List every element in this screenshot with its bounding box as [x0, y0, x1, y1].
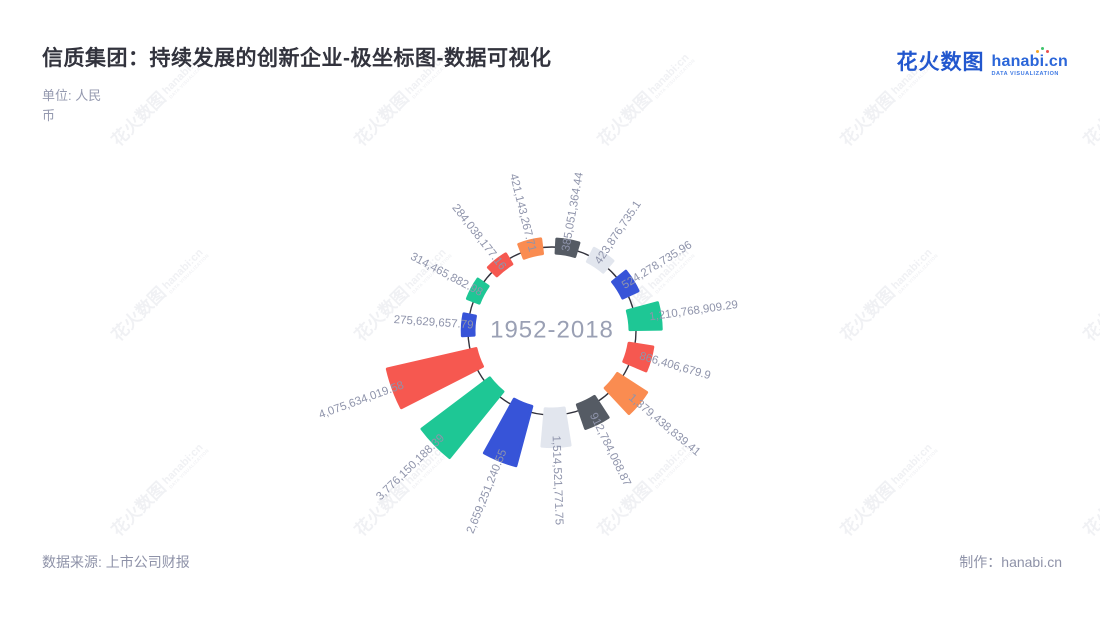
bar-value-label: 4,075,634,019.58 — [317, 379, 405, 421]
polar-bar[interactable] — [460, 312, 477, 338]
polar-bar[interactable] — [622, 341, 655, 373]
polar-bar[interactable] — [611, 269, 640, 300]
bar-value-label: 2,659,251,240.55 — [465, 448, 510, 536]
credit-label: 制作：hanabi.cn — [959, 554, 1062, 570]
logo-cjk-text: 花火数图 — [896, 51, 985, 74]
bar-value-label: 423,876,735.1 — [593, 199, 644, 267]
polar-bar[interactable] — [517, 237, 544, 260]
polar-bar[interactable] — [420, 376, 505, 459]
data-source-label: 数据来源: 上市公司财报 — [42, 554, 190, 570]
polar-bar[interactable] — [603, 371, 649, 415]
bar-value-label: 421,143,267.71 — [507, 173, 538, 253]
polar-bar[interactable] — [482, 397, 534, 468]
bar-value-label: 1,514,521,771.75 — [550, 435, 565, 525]
polar-bar[interactable] — [554, 237, 581, 258]
logo-domain-text: hanabi.cn — [991, 53, 1068, 70]
polar-bar[interactable] — [585, 246, 615, 274]
bar-value-label: 3,776,150,188.39 — [374, 432, 447, 503]
hanabi-logo: 花火数图 hanabi.cn DATA VISUALIZATION — [896, 47, 1068, 78]
logo-tagline-text: DATA VISUALIZATION — [991, 71, 1059, 77]
bar-value-label: 284,038,177.16 — [449, 202, 508, 272]
bar-value-label: 912,784,068.87 — [587, 411, 633, 488]
center-year-range-label: 1952-2018 — [490, 316, 614, 343]
bar-value-label: 1,210,768,909.29 — [648, 299, 738, 323]
polar-bar[interactable] — [540, 406, 572, 449]
unit-label: 单位: 人民币 — [42, 88, 102, 123]
bar-value-label: 524,278,735.96 — [620, 239, 694, 292]
polar-bar[interactable] — [625, 301, 663, 332]
logo-right-block: hanabi.cn DATA VISUALIZATION — [991, 47, 1068, 78]
polar-bar[interactable] — [575, 394, 610, 430]
bar-value-label: 1,379,438,839.41 — [626, 392, 702, 459]
bar-value-label: 385,051,364.44 — [560, 171, 586, 252]
polar-bar[interactable] — [385, 347, 485, 410]
polar-bar[interactable] — [465, 277, 490, 305]
bar-value-label: 314,465,882.98 — [408, 251, 484, 299]
polar-bar[interactable] — [486, 252, 514, 278]
footer: 数据来源: 上市公司财报 制作：hanabi.cn — [42, 552, 1062, 572]
firework-icon — [1035, 47, 1050, 55]
page-title: 信质集团：持续发展的创新企业-极坐标图-数据可视化 — [42, 47, 552, 70]
bar-value-label: 275,629,657.79 — [393, 314, 474, 332]
